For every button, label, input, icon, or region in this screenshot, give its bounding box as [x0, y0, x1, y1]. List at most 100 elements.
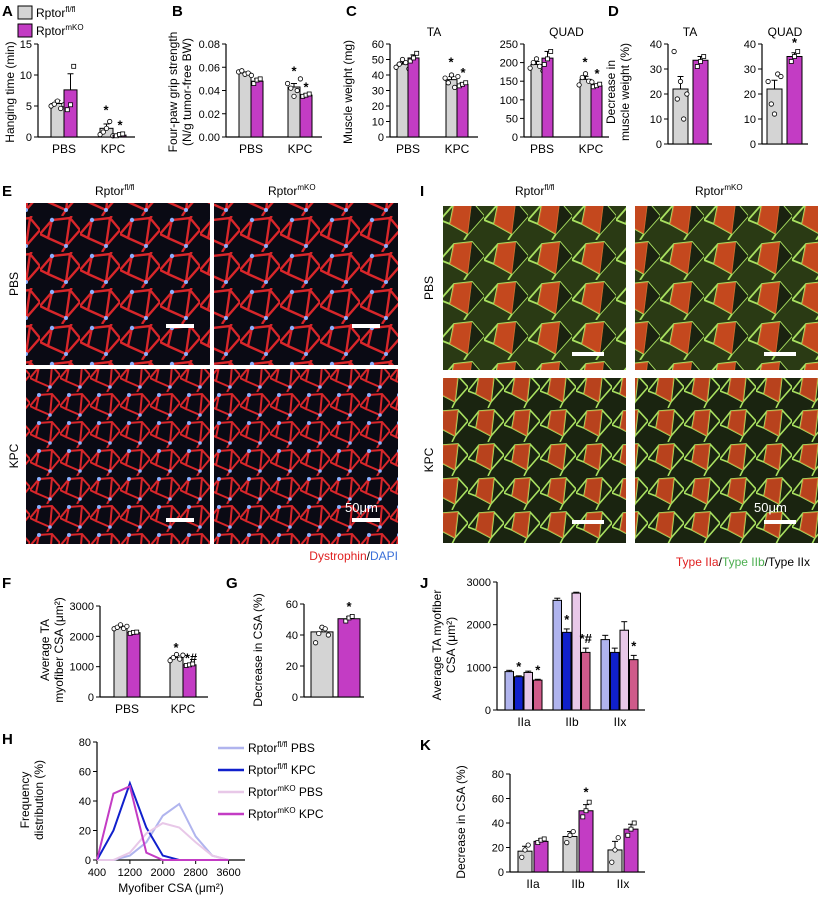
- a-y-tick-label: 10: [20, 70, 32, 82]
- g-point: [322, 626, 328, 632]
- h-ylabel: Frequency: [18, 772, 32, 829]
- d-quad-title: QUAD: [768, 25, 803, 39]
- d-ta-point: [694, 64, 700, 69]
- c-quad-y-tick-label: 200: [500, 58, 518, 70]
- c-ta-bar: [407, 57, 420, 138]
- k-point: [580, 814, 586, 820]
- c-ta-sig: *: [460, 65, 466, 80]
- c-quad-title: QUAD: [549, 25, 584, 39]
- scalebar: [572, 520, 604, 524]
- k-x-tick-label: IIx: [617, 877, 630, 891]
- f-sig: *#: [185, 650, 198, 665]
- B-point: [291, 93, 297, 99]
- c-quad-sig: *: [594, 66, 600, 81]
- c-ta-bar: [396, 63, 409, 138]
- panel-label-h: H: [2, 731, 13, 748]
- g-y-tick-label: 20: [286, 661, 298, 673]
- i-col-mko: RptormKO: [695, 183, 743, 198]
- d-quad-y-tick-label: 0: [750, 139, 756, 151]
- a-y-tick-label: 15: [20, 39, 32, 51]
- g-bar: [337, 618, 361, 698]
- g-sig: *: [346, 599, 352, 614]
- k-y-tick-label: 20: [492, 843, 504, 855]
- F-point: [177, 656, 183, 662]
- c-quad-point: [541, 62, 547, 67]
- j-x-tick-label: IIa: [517, 715, 531, 729]
- k-sig: *: [583, 785, 589, 800]
- c-quad-bar: [530, 63, 543, 138]
- legend-h-ctrl-pbs: Rptorfl/fl PBS: [248, 740, 315, 755]
- h-y-tick-label: 20: [79, 826, 91, 838]
- b-sig: *: [291, 63, 297, 78]
- g-point: [343, 618, 349, 624]
- c-quad-bar: [590, 85, 603, 138]
- B-point: [257, 76, 263, 82]
- i-col-ctrl: Rptorfl/fl: [515, 183, 555, 198]
- d-ylabel: Decrease in: [604, 60, 618, 124]
- e-col-ctrl: Rptorfl/fl: [95, 183, 135, 198]
- d-quad-point: [788, 59, 794, 64]
- d-ta-point: [671, 48, 677, 55]
- B-point: [297, 76, 303, 82]
- c-ta-y-tick-label: 50: [372, 55, 384, 67]
- k-x-tick-label: IIa: [526, 877, 540, 891]
- panel-label-a: A: [2, 3, 13, 20]
- k-point: [612, 847, 618, 853]
- c-ta-y-tick-label: 0: [378, 132, 384, 144]
- f-y-tick-label: 1000: [70, 662, 94, 674]
- panel-label-e: E: [2, 183, 12, 200]
- panel-label-d: D: [608, 3, 619, 20]
- k-bar: [517, 850, 533, 873]
- k-point: [583, 808, 589, 814]
- g-point: [325, 632, 331, 638]
- F-bar: [182, 664, 197, 698]
- c-ta-y-tick-label: 60: [372, 39, 384, 51]
- k-y-tick-label: 80: [492, 769, 504, 781]
- micrographs-e: Rptorfl/fl RptormKO 50μm PBS KPC Dystrop…: [7, 183, 398, 563]
- d-ta-y-tick-label: 20: [650, 89, 662, 101]
- k-ylabel: Decrease in CSA (%): [454, 765, 468, 878]
- B-point: [294, 87, 300, 94]
- k-point: [567, 832, 573, 838]
- c-ta-sig: *: [448, 55, 454, 70]
- micrograph-e-mko-pbs: [214, 203, 398, 365]
- j-y-tick-label: 3000: [467, 577, 491, 589]
- j-y-tick-label: 1000: [467, 662, 491, 674]
- a-y-tick-label: 0: [26, 132, 32, 144]
- j-bar: [523, 671, 533, 711]
- h-series-line-0: [97, 802, 229, 861]
- d-ta-y-tick-label: 30: [650, 64, 662, 76]
- A-point: [68, 102, 73, 108]
- k-point: [570, 828, 576, 835]
- h-y-tick-label: 40: [79, 796, 91, 808]
- c-quad-y-tick-label: 250: [500, 39, 518, 51]
- c-ta-point: [455, 73, 461, 80]
- d-quad-y-tick-label: 30: [744, 64, 756, 76]
- b-y-tick-label: 0.08: [199, 39, 220, 51]
- scalebar: [166, 324, 194, 328]
- k-point: [628, 826, 634, 832]
- scalebar: [352, 518, 380, 522]
- F-bar: [126, 632, 141, 698]
- A-point: [64, 107, 70, 113]
- k-bar: [578, 810, 594, 873]
- c-ta-point: [403, 59, 409, 66]
- d-ta-y-tick-label: 10: [650, 114, 662, 126]
- k-y-tick-label: 60: [492, 794, 504, 806]
- j-sig: *: [535, 662, 541, 677]
- c-quad-point: [548, 49, 554, 54]
- c-quad-y-tick-label: 100: [500, 95, 518, 107]
- d-ta-y-tick-label: 40: [650, 39, 662, 51]
- F-bar: [113, 626, 128, 698]
- b-y-tick-label: 0.02: [199, 109, 220, 121]
- f-ylabel: Average TA: [38, 619, 52, 681]
- c-ta-y-tick-label: 40: [372, 70, 384, 82]
- k-point: [519, 854, 525, 860]
- j-bar: [533, 679, 543, 711]
- h-x-tick-label: 3600: [216, 867, 240, 879]
- f-y-tick-label: 3000: [70, 601, 94, 613]
- j-bar: [629, 659, 639, 711]
- c-quad-point: [530, 59, 536, 66]
- c-quad-y-tick-label: 150: [500, 76, 518, 88]
- d-ta-point: [677, 78, 684, 85]
